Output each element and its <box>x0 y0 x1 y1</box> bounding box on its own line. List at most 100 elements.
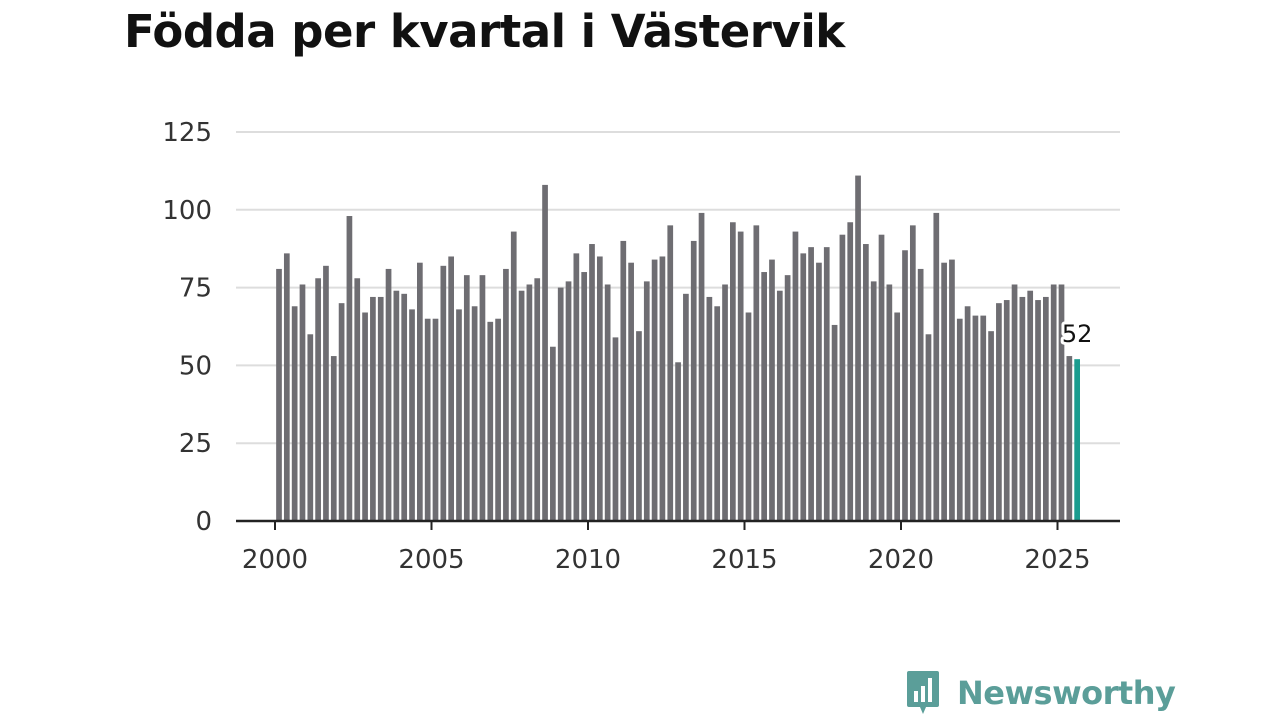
bar <box>1019 296 1026 521</box>
bar <box>894 312 901 521</box>
bar <box>628 262 634 521</box>
bar <box>753 225 760 522</box>
bar <box>424 318 431 521</box>
bar <box>565 281 572 521</box>
bar <box>1058 284 1065 521</box>
bar <box>620 240 627 522</box>
bar <box>816 262 822 521</box>
bar <box>714 306 721 521</box>
bar <box>636 331 642 521</box>
bar <box>878 234 885 521</box>
bar <box>784 275 791 521</box>
bar <box>1043 296 1049 521</box>
bar <box>925 334 932 521</box>
bar <box>510 231 517 521</box>
y-tick-label-75: 75 <box>179 274 212 304</box>
bar <box>909 225 916 522</box>
x-tick-label-2020: 2020 <box>868 545 934 575</box>
bar <box>651 259 658 521</box>
bar <box>471 306 478 521</box>
bar <box>377 296 384 521</box>
bar <box>730 222 736 521</box>
data-labels: 52 <box>1059 317 1096 351</box>
bar <box>941 262 947 521</box>
bar <box>949 259 955 521</box>
bar <box>283 253 290 521</box>
bar <box>722 284 728 521</box>
bar <box>463 275 470 521</box>
chart-title: Födda per kvartal i Västervik <box>124 5 845 58</box>
bar <box>683 293 689 521</box>
brand-name: Newsworthy <box>957 674 1176 712</box>
bar <box>448 256 454 521</box>
bar <box>495 318 501 521</box>
bar <box>823 247 830 521</box>
bar <box>338 303 345 521</box>
bar <box>299 284 306 521</box>
bar <box>503 268 509 521</box>
bar <box>612 337 619 521</box>
bar <box>690 240 697 522</box>
bar <box>1050 284 1057 521</box>
bar <box>831 324 838 521</box>
bar <box>675 362 681 521</box>
y-axis-ticks: 0 25 50 75 100 125 <box>162 118 212 537</box>
bar <box>698 212 705 521</box>
x-tick-label-2015: 2015 <box>711 545 777 575</box>
bar <box>330 356 337 521</box>
bar <box>534 278 541 521</box>
bar <box>956 318 963 521</box>
bar <box>1066 356 1073 521</box>
bar <box>667 225 674 522</box>
bar <box>980 315 987 521</box>
bar <box>761 272 767 521</box>
bar <box>1011 284 1018 521</box>
x-tick-label-2000: 2000 <box>242 545 308 575</box>
bar <box>346 216 353 521</box>
y-tick-label-125: 125 <box>162 118 212 148</box>
bar <box>370 296 376 521</box>
bar <box>643 281 650 521</box>
bar <box>581 272 588 521</box>
bar <box>276 268 282 521</box>
y-tick-label-0: 0 <box>195 507 212 537</box>
bar <box>385 268 392 521</box>
bar <box>800 253 807 521</box>
last-value-label: 52 <box>1062 320 1093 348</box>
bar <box>323 265 329 521</box>
bar <box>839 234 846 521</box>
bar <box>659 256 666 521</box>
bar <box>917 268 924 521</box>
bar <box>1035 300 1041 521</box>
bar <box>479 275 486 521</box>
bar <box>863 244 869 521</box>
x-tick-label-2010: 2010 <box>555 545 621 575</box>
bar <box>706 296 713 521</box>
y-tick-label-25: 25 <box>179 429 212 459</box>
bar <box>745 312 752 521</box>
bars <box>276 175 1080 522</box>
bar <box>737 231 744 521</box>
bar <box>409 309 415 521</box>
bar <box>393 290 400 521</box>
bar <box>886 284 893 521</box>
bar <box>557 287 564 521</box>
bar <box>1003 300 1010 521</box>
bar <box>847 222 854 521</box>
bar <box>933 212 940 521</box>
bar <box>291 306 298 521</box>
y-tick-label-100: 100 <box>162 196 212 226</box>
bar <box>988 331 994 521</box>
bar <box>401 293 408 521</box>
bar <box>792 231 799 521</box>
bar <box>769 259 775 521</box>
bar <box>972 315 979 521</box>
bar <box>604 284 611 521</box>
bar <box>870 281 877 521</box>
bar <box>315 278 321 521</box>
bar-highlight <box>1074 359 1080 521</box>
bar <box>855 175 861 521</box>
bar <box>456 309 462 521</box>
bar <box>1027 290 1034 521</box>
bar <box>776 290 783 521</box>
